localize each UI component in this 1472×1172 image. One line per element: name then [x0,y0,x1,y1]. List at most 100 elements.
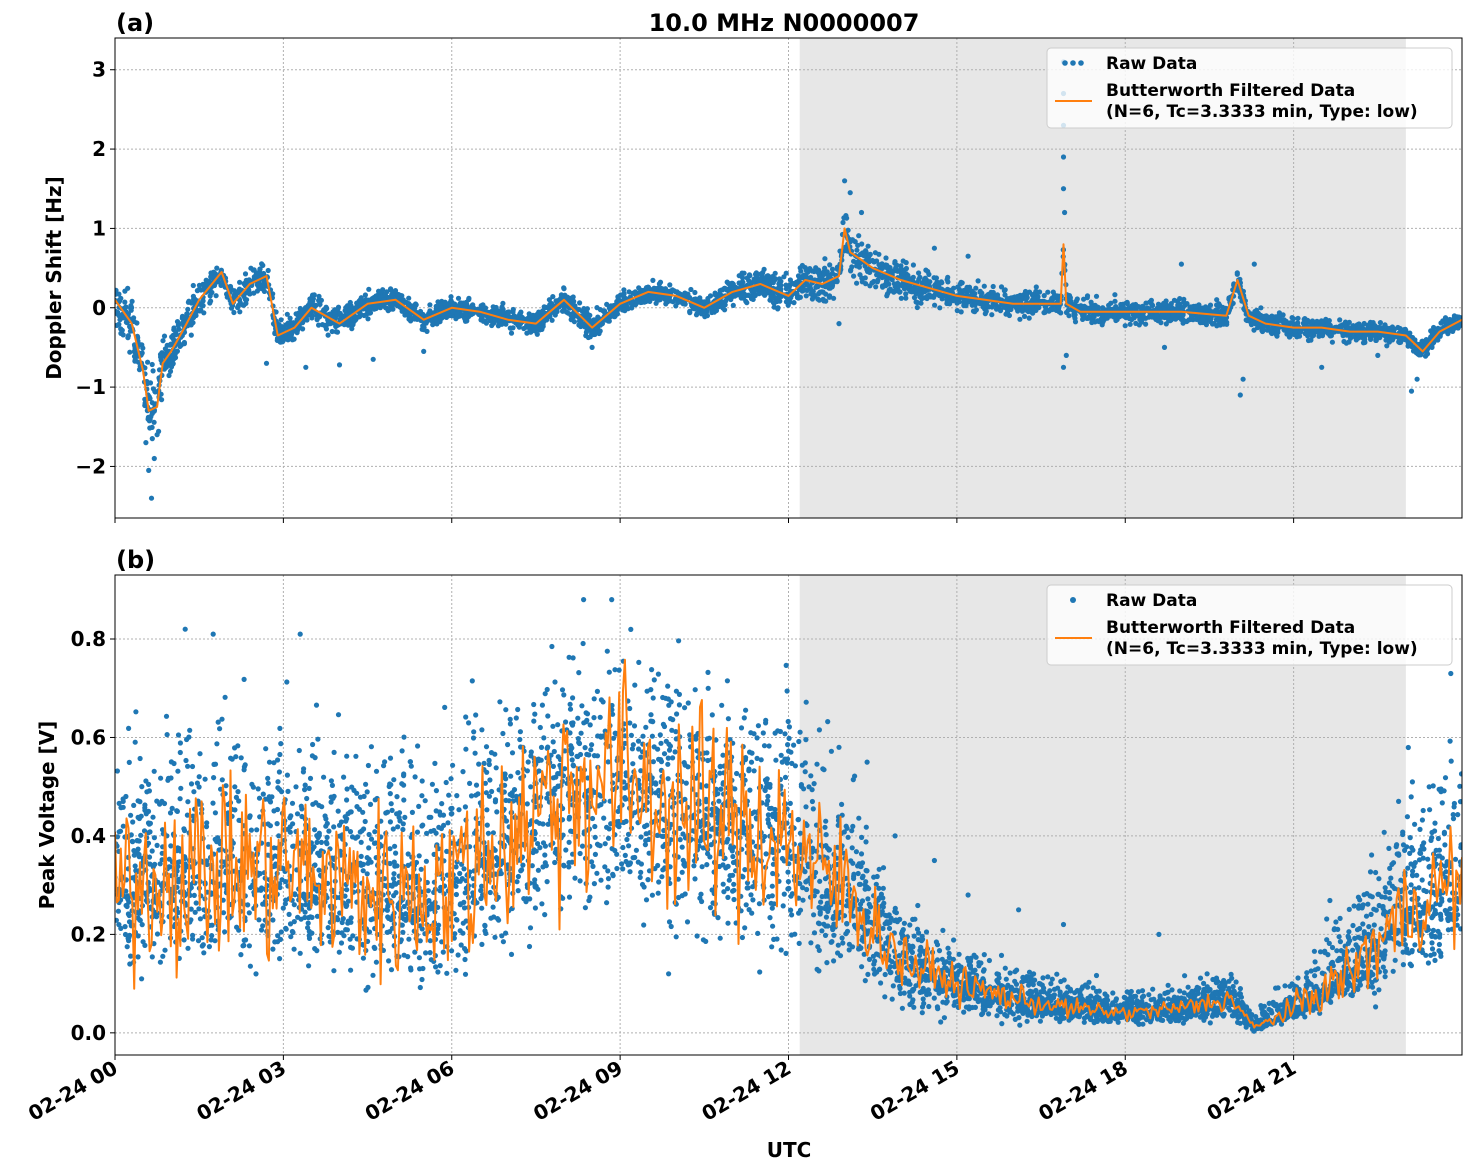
raw-data-point [823,291,829,297]
raw-data-point [765,273,771,279]
raw-data-point [1360,340,1367,346]
raw-data-point [1171,297,1177,303]
raw-data-point [1251,261,1257,267]
raw-data-point [207,293,213,299]
raw-data-point [115,308,118,314]
raw-data-point [977,288,983,294]
raw-data-point [372,304,379,310]
raw-data-point [842,178,848,184]
raw-data-point [671,288,677,294]
raw-data-point [1108,313,1114,319]
raw-data-point [923,929,930,935]
raw-data-point [798,268,804,274]
raw-data-point [650,695,656,701]
raw-data-point [827,272,833,278]
raw-data-point [316,293,322,299]
raw-data-point [1443,319,1450,325]
raw-data-point [144,380,150,387]
raw-data-point [628,300,634,306]
raw-data-point [874,258,880,264]
raw-data-point [977,301,983,307]
raw-data-point [1424,351,1431,357]
raw-data-point [1373,869,1379,876]
raw-data-point [151,419,157,425]
raw-data-point [237,279,243,285]
raw-data-point [694,310,700,316]
raw-data-point [1163,321,1169,327]
raw-data-point [900,258,906,264]
raw-data-point [344,887,350,893]
raw-data-point [1084,293,1091,299]
raw-data-point [433,316,439,323]
raw-data-point [499,321,505,327]
raw-data-point [534,312,540,318]
raw-data-point [366,929,373,935]
raw-data-point [663,301,669,307]
raw-data-point [993,306,1000,312]
raw-data-point [184,311,190,317]
raw-data-point [606,318,612,324]
raw-data-point [865,243,871,249]
raw-data-point [274,821,280,827]
raw-data-point [1143,321,1149,327]
raw-data-point [799,262,806,269]
raw-data-point [214,265,220,271]
raw-data-point [167,368,174,374]
raw-data-point [709,309,715,316]
raw-data-point [733,285,739,291]
raw-data-point [366,286,372,292]
raw-data-point [404,308,410,314]
raw-data-point [876,885,882,891]
raw-data-point [1237,986,1243,992]
raw-data-point [1123,300,1129,306]
raw-data-point [1457,799,1462,805]
legend-raw-marker [1062,60,1084,66]
y-tick-label: 0 [92,296,106,320]
raw-data-point [1240,376,1246,382]
raw-data-point [211,282,218,289]
raw-data-point [1194,314,1201,320]
raw-data-point [1018,298,1024,304]
raw-data-point [350,322,356,328]
raw-data-point [752,288,758,294]
raw-data-point [412,315,419,321]
raw-data-point [1323,316,1329,322]
raw-data-point [168,364,175,370]
raw-data-point [527,329,534,335]
raw-data-point [1002,292,1008,298]
raw-data-point [315,314,322,320]
raw-data-point [391,876,397,882]
raw-data-point [1127,321,1133,327]
raw-data-point [138,832,144,838]
raw-data-point [1024,305,1030,311]
raw-data-point [521,325,527,332]
raw-data-point [818,274,824,280]
raw-data-point [1197,975,1204,981]
raw-data-point [1448,319,1454,325]
raw-data-point [479,883,485,889]
raw-data-point [781,274,787,280]
raw-data-point [1407,850,1413,857]
raw-data-point [181,339,187,346]
raw-data-point [1179,312,1185,318]
raw-data-point [989,312,995,318]
raw-data-point [1357,323,1363,329]
raw-data-point [958,279,964,285]
raw-data-point [903,265,910,272]
raw-data-point [146,467,152,473]
raw-data-point [730,302,736,308]
raw-data-point [1155,301,1162,307]
raw-data-point [231,309,237,316]
raw-data-point [1442,842,1448,848]
raw-data-point [849,828,855,834]
raw-data-point [357,297,363,303]
raw-data-point [325,332,331,338]
raw-data-point [556,297,563,303]
raw-data-point [740,275,746,281]
raw-data-point [822,256,828,262]
raw-data-point [1329,339,1335,345]
raw-data-point [1346,325,1352,331]
raw-data-point [177,796,183,802]
raw-data-point [1309,318,1316,324]
raw-data-point [552,310,558,317]
